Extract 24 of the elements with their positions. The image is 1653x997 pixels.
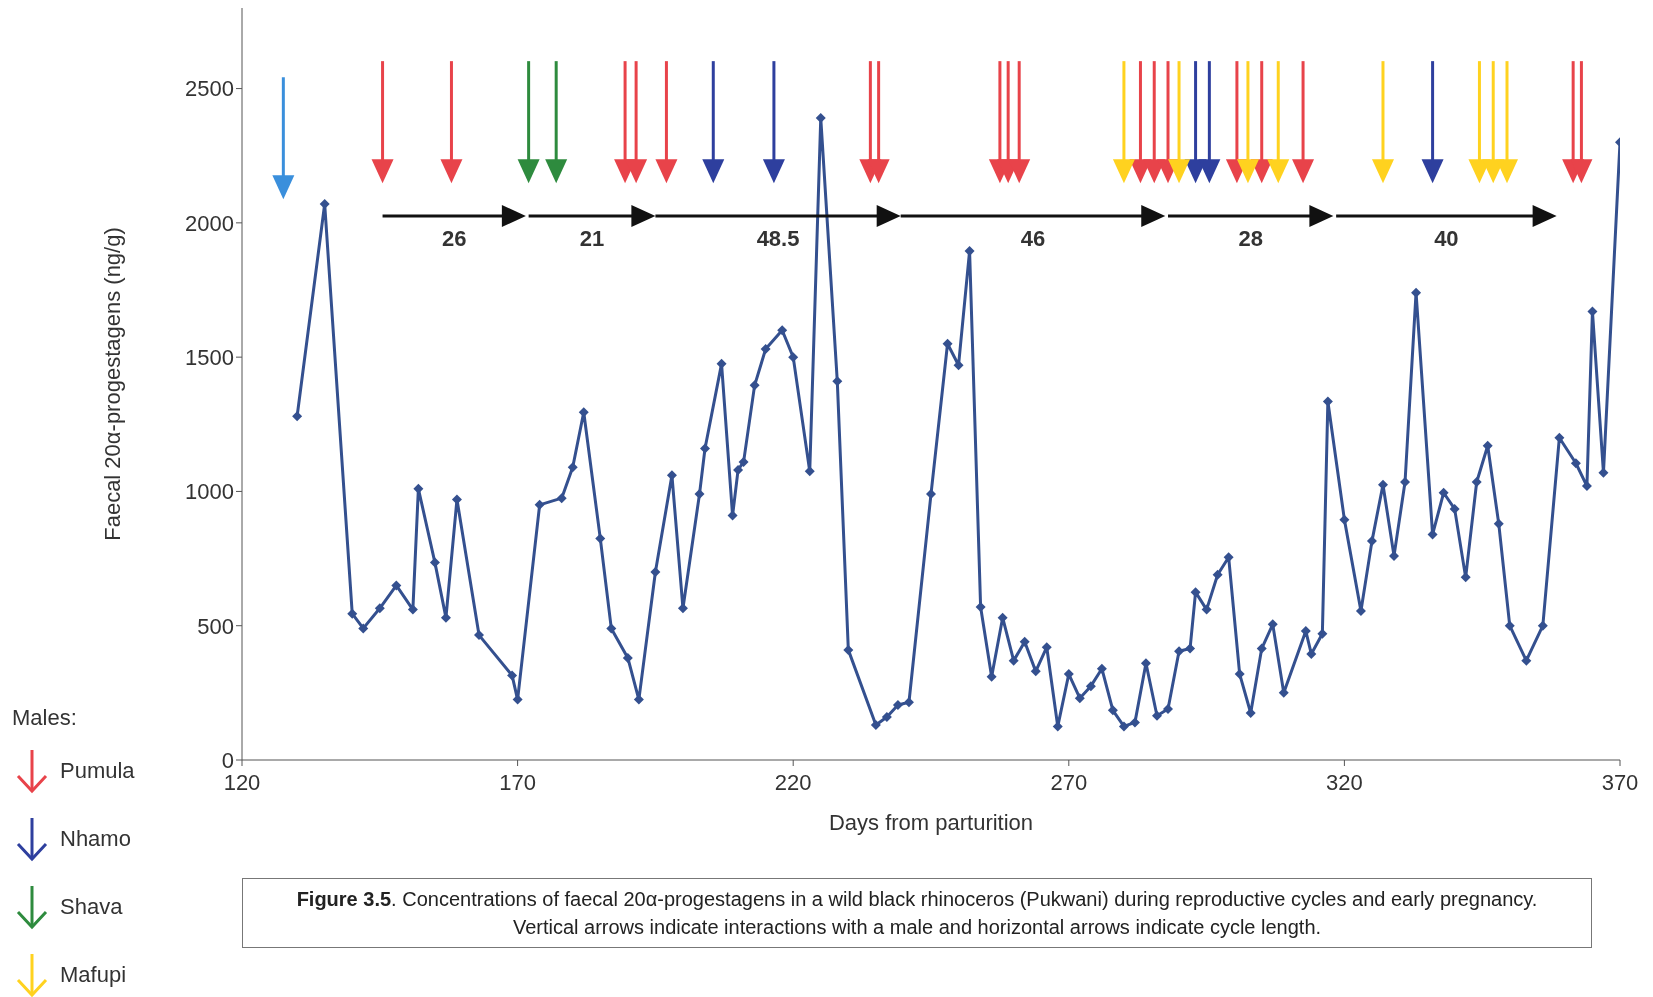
annotation: 28	[1238, 226, 1263, 251]
annotation: 40	[1434, 226, 1459, 251]
legend-label: Mafupi	[60, 962, 127, 988]
y-tick-label: 1000	[185, 479, 234, 505]
y-axis-title: Faecal 20α-progestagens (ng/g)	[99, 227, 125, 541]
legend-label: Shava	[60, 894, 123, 920]
x-tick-label: 370	[1601, 769, 1639, 795]
y-tick-label: 1500	[185, 344, 234, 370]
x-tick-label: 270	[1050, 769, 1088, 795]
y-tick-label: 2500	[185, 76, 234, 102]
legend-label: Nhamo	[60, 826, 131, 852]
x-tick-label: 220	[774, 769, 812, 795]
x-tick-label: 170	[499, 769, 536, 795]
y-tick-label: 2000	[185, 210, 234, 236]
annotation: 26	[441, 226, 467, 251]
annotation: 48.5	[756, 226, 800, 251]
y-tick-label: 500	[197, 613, 234, 639]
x-axis-title: Days from parturition	[828, 810, 1034, 835]
annotation: 46	[1020, 226, 1046, 251]
legend-title: Males:	[12, 705, 78, 731]
caption: Figure 3.5. Concentrations of faecal 20α-progestagens in a wild black rhinoceros (Pukwani) during reproductive cycles and early pregnancy. Vertical arrows indicate interactions with a male and horizontal arrows indicate cycle length.	[295, 887, 1539, 940]
annotation: 21	[579, 226, 605, 251]
legend-label: Pumula	[60, 758, 135, 784]
x-tick-label: 320	[1326, 769, 1363, 795]
